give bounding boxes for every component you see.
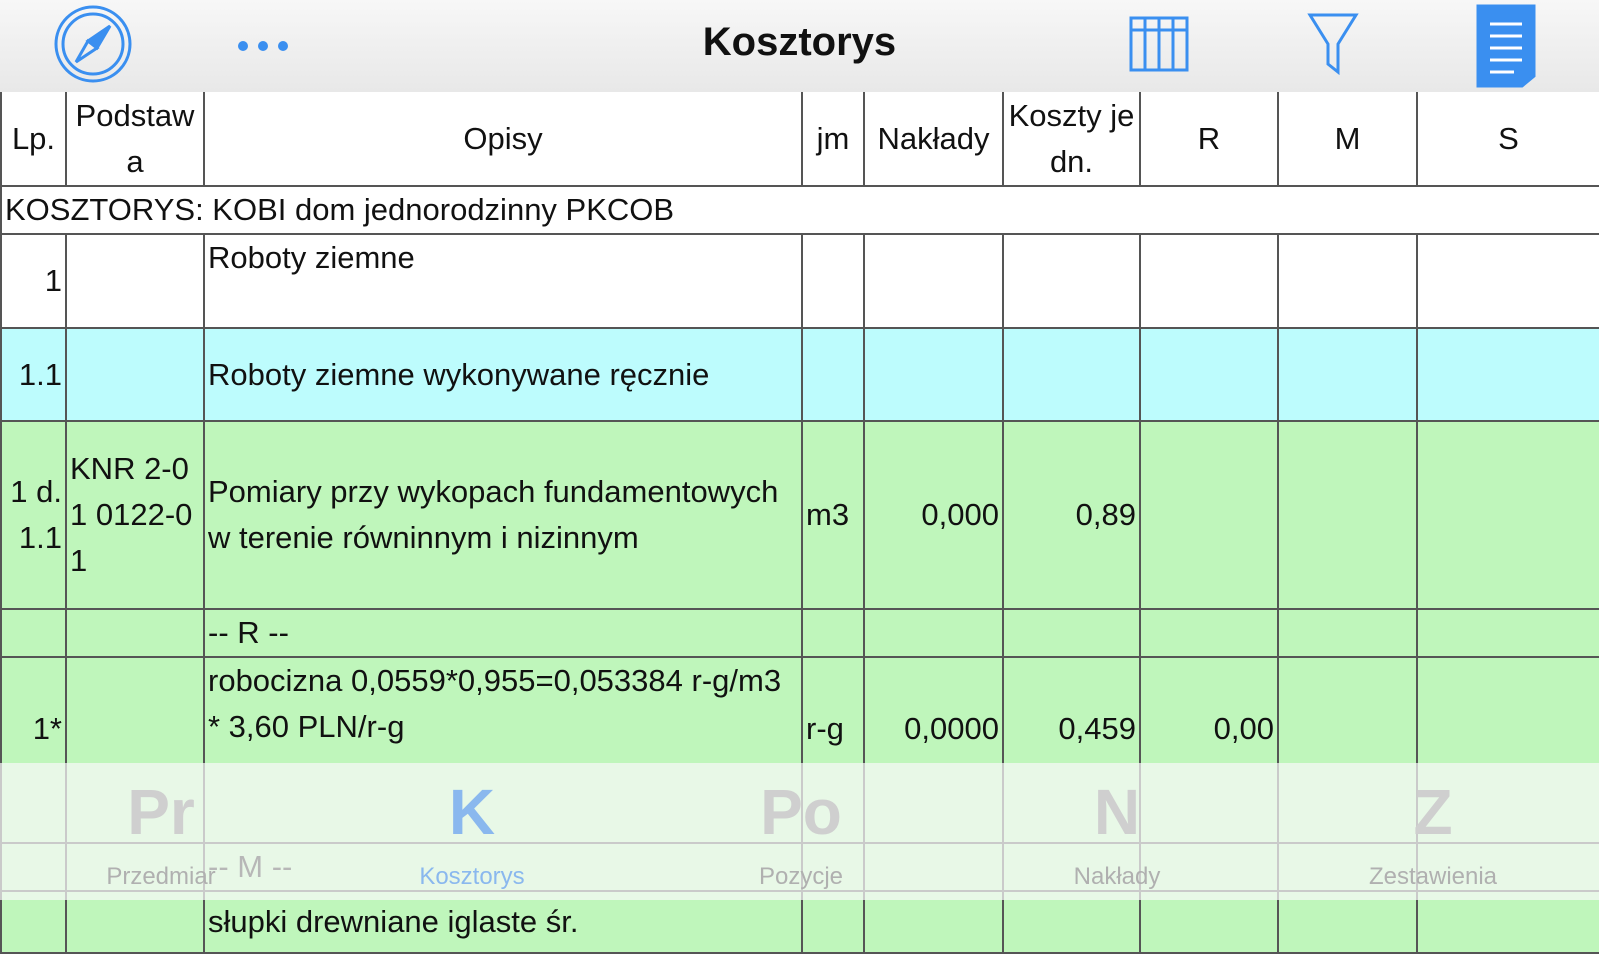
table-cell: -- R -- — [203, 608, 803, 658]
table-cell — [801, 890, 865, 954]
more-icon[interactable] — [238, 41, 288, 51]
column-header: Nakłady — [863, 92, 1004, 187]
table-cell — [1277, 890, 1418, 954]
table-cell — [1139, 608, 1279, 658]
table-cell — [1416, 608, 1599, 658]
tab-icon[interactable]: K — [448, 776, 496, 848]
column-header: Podstawa — [65, 92, 205, 187]
table-cell — [1002, 233, 1141, 329]
column-header: Koszty jedn. — [1002, 92, 1141, 187]
table-cell: słupki drewniane iglaste śr. — [203, 890, 803, 954]
table-cell — [1139, 233, 1279, 329]
column-header: jm — [801, 92, 865, 187]
table-cell — [1416, 327, 1599, 422]
table-cell: KNR 2-01 0122-01 — [65, 420, 205, 610]
nav-title: Kosztorys — [702, 20, 897, 64]
table-cell — [1416, 890, 1599, 954]
table-cell — [1277, 233, 1418, 329]
table-cell — [801, 233, 865, 329]
column-header: R — [1139, 92, 1279, 187]
section-title: KOSZTORYS: KOBI dom jednorodzinny PKCOB — [0, 185, 1599, 235]
table-cell: 1 — [0, 233, 67, 329]
table-cell: 1 d.1.1 — [0, 420, 67, 610]
table-cell — [1416, 233, 1599, 329]
tab-icon[interactable]: Pr — [127, 776, 195, 848]
column-header: S — [1416, 92, 1599, 187]
table-cell: 0,000 — [863, 420, 1004, 610]
tab-label[interactable]: Pozycje — [758, 863, 844, 890]
table-cell — [1002, 890, 1141, 954]
table-cell — [65, 890, 205, 954]
table-cell — [863, 233, 1004, 329]
table-row[interactable]: 1 d.1.1 KNR 2-01 0122-01 Pomiary przy wyko… — [0, 420, 1599, 610]
table-cell — [0, 608, 67, 658]
table-cell — [65, 608, 205, 658]
table-cell — [65, 233, 205, 329]
tab-label[interactable]: Nakłady — [1073, 863, 1161, 890]
table-cell: 1.1 — [0, 327, 67, 422]
table-cell: Roboty ziemne wykonywane ręcznie — [203, 327, 803, 422]
table-cell — [1416, 420, 1599, 610]
table-cell — [1139, 420, 1279, 610]
table-cell — [1277, 327, 1418, 422]
filter-icon[interactable] — [1307, 13, 1359, 76]
tab-label[interactable]: Przedmiar — [106, 863, 216, 890]
tab-bar: Pr Przedmiar K Kosztorys Po Pozycje N Nakłady Z Z… — [0, 763, 1599, 900]
tab-icon[interactable]: N — [1093, 776, 1141, 848]
column-header: M — [1277, 92, 1418, 187]
table-row[interactable]: słupki drewniane iglaste śr. — [0, 890, 1599, 954]
column-header: Opisy — [203, 92, 803, 187]
table-cell: Pomiary przy wykopach fundamentowych w t… — [203, 420, 803, 610]
table-cell — [1277, 608, 1418, 658]
table-cell — [863, 608, 1004, 658]
table-cell — [863, 890, 1004, 954]
table-cell — [1139, 890, 1279, 954]
table-row[interactable]: KOSZTORYS: KOBI dom jednorodzinny PKCOB — [0, 185, 1599, 235]
table-cell: 0,89 — [1002, 420, 1141, 610]
table-cell — [65, 327, 205, 422]
tab-icon[interactable]: Z — [1413, 776, 1453, 848]
document-icon[interactable] — [1476, 4, 1536, 88]
table-cell — [1002, 608, 1141, 658]
tab-label[interactable]: Zestawienia — [1368, 863, 1498, 890]
header-row: Lp. Podstawa Opisy jm Nakłady Koszty jedn. R M S — [0, 92, 1599, 187]
table-row[interactable]: -- R -- — [0, 608, 1599, 658]
nav-icons — [54, 4, 1536, 88]
compass-icon[interactable] — [54, 5, 132, 83]
table-cell — [863, 327, 1004, 422]
table-cell — [1277, 420, 1418, 610]
table-cell — [801, 608, 865, 658]
table-cell — [1139, 327, 1279, 422]
table-cell — [0, 890, 67, 954]
table-cell — [1002, 327, 1141, 422]
tab-icon[interactable]: Po — [760, 776, 842, 848]
table-cell: m3 — [801, 420, 865, 610]
table-row[interactable]: 1 Roboty ziemne — [0, 233, 1599, 329]
column-header: Lp. — [0, 92, 67, 187]
table-cell: Roboty ziemne — [203, 233, 803, 329]
tab-label[interactable]: Kosztorys — [419, 863, 525, 890]
nav-bar: Kosztorys — [0, 0, 1599, 92]
table-cell — [801, 327, 865, 422]
table-row[interactable]: 1.1 Roboty ziemne wykonywane ręcznie — [0, 327, 1599, 422]
table-icon[interactable] — [1129, 16, 1189, 72]
